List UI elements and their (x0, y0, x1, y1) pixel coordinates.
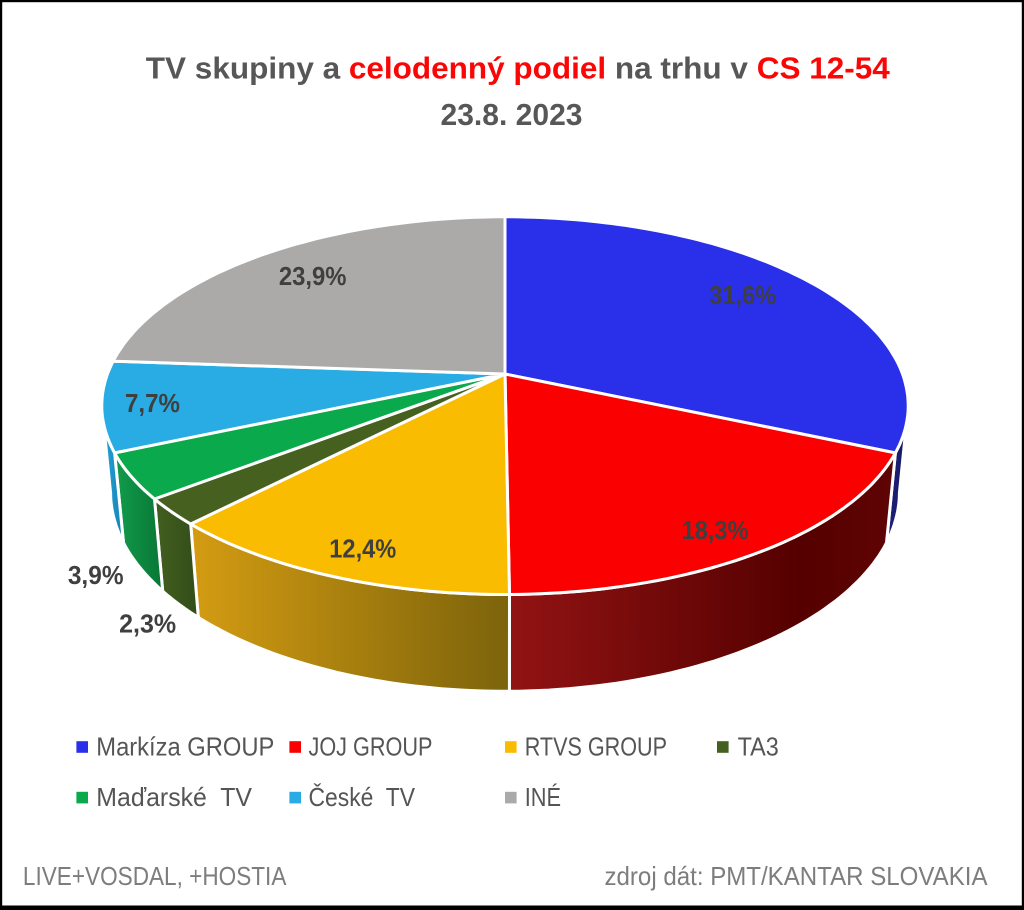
svg-text:2,3%: 2,3% (119, 608, 176, 638)
svg-text:Markíza GROUP: Markíza GROUP (96, 732, 274, 762)
svg-text:7,7%: 7,7% (125, 388, 180, 418)
svg-text:Maďarské TV: Maďarské TV (96, 782, 252, 812)
svg-text:23.8. 2023: 23.8. 2023 (441, 97, 583, 132)
svg-text:TV skupiny a celodenný podiel: TV skupiny a celodenný podiel na trhu v … (146, 51, 891, 86)
svg-text:zdroj dát: PMT/KANTAR SLOVAKIA: zdroj dát: PMT/KANTAR SLOVAKIA (605, 861, 989, 891)
svg-text:18,3%: 18,3% (682, 515, 749, 545)
svg-text:LIVE+VOSDAL, +HOSTIA: LIVE+VOSDAL, +HOSTIA (23, 861, 287, 891)
svg-text:JOJ GROUP: JOJ GROUP (309, 732, 433, 762)
svg-text:České TV: České TV (309, 782, 416, 812)
svg-text:TA3: TA3 (738, 732, 779, 762)
svg-text:23,9%: 23,9% (279, 261, 347, 291)
svg-text:3,9%: 3,9% (68, 560, 124, 590)
svg-text:RTVS GROUP: RTVS GROUP (525, 732, 667, 762)
svg-text:12,4%: 12,4% (329, 534, 396, 564)
svg-text:31,6%: 31,6% (709, 280, 776, 310)
svg-text:INÉ: INÉ (525, 782, 561, 812)
